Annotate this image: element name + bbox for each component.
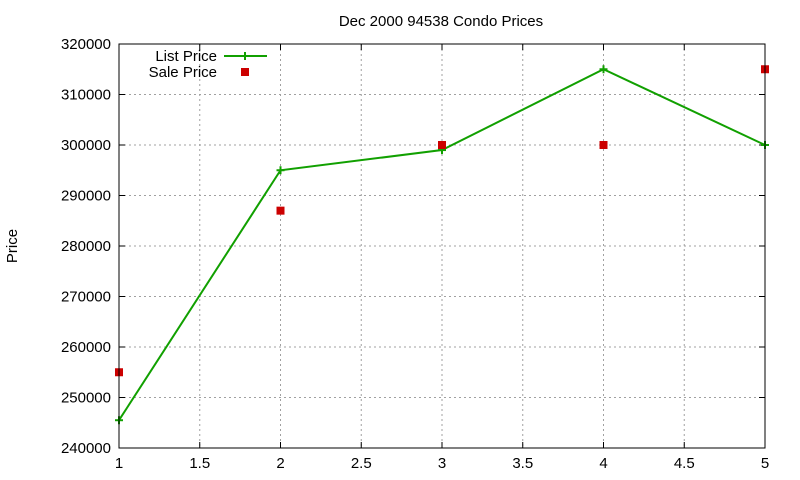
sale-price-point <box>599 141 608 149</box>
ticks: 1 1.5 2 2.5 3 3.5 4 4.5 5 240000 250000 260000 27000… <box>61 36 769 472</box>
y-tick-label: 320000 <box>61 36 111 53</box>
x-tick-label: 1 <box>115 455 123 472</box>
list-price-point <box>599 65 608 74</box>
x-tick-label: 2.5 <box>351 455 372 472</box>
y-tick-label: 280000 <box>61 238 111 255</box>
y-tick-label: 250000 <box>61 390 111 407</box>
sale-price-point <box>276 206 285 215</box>
x-tick-label: 2 <box>276 455 284 472</box>
y-tick-label: 300000 <box>61 137 111 154</box>
sale-price-point <box>438 141 446 149</box>
legend-label-sale-price: Sale Price <box>149 64 217 81</box>
list-price-point <box>276 166 285 175</box>
y-tick-label: 310000 <box>61 87 111 104</box>
y-tick-label: 240000 <box>61 440 111 457</box>
x-tick-label: 5 <box>761 455 769 472</box>
plot-frame <box>118 43 766 449</box>
x-tick-label: 3.5 <box>512 455 533 472</box>
y-axis-label: Price <box>4 229 21 263</box>
x-tick-label: 1.5 <box>189 455 210 472</box>
x-tick-label: 4 <box>599 455 607 472</box>
y-tick-label: 270000 <box>61 289 111 306</box>
x-tick-label: 3 <box>438 455 446 472</box>
grid <box>119 44 765 448</box>
y-tick-label: 260000 <box>61 339 111 356</box>
chart-title: Dec 2000 94538 Condo Prices <box>339 13 543 30</box>
legend-label-list-price: List Price <box>155 48 217 65</box>
y-tick-label: 290000 <box>61 188 111 205</box>
x-tick-label: 4.5 <box>674 455 695 472</box>
legend-marker-sale-price <box>241 68 249 76</box>
